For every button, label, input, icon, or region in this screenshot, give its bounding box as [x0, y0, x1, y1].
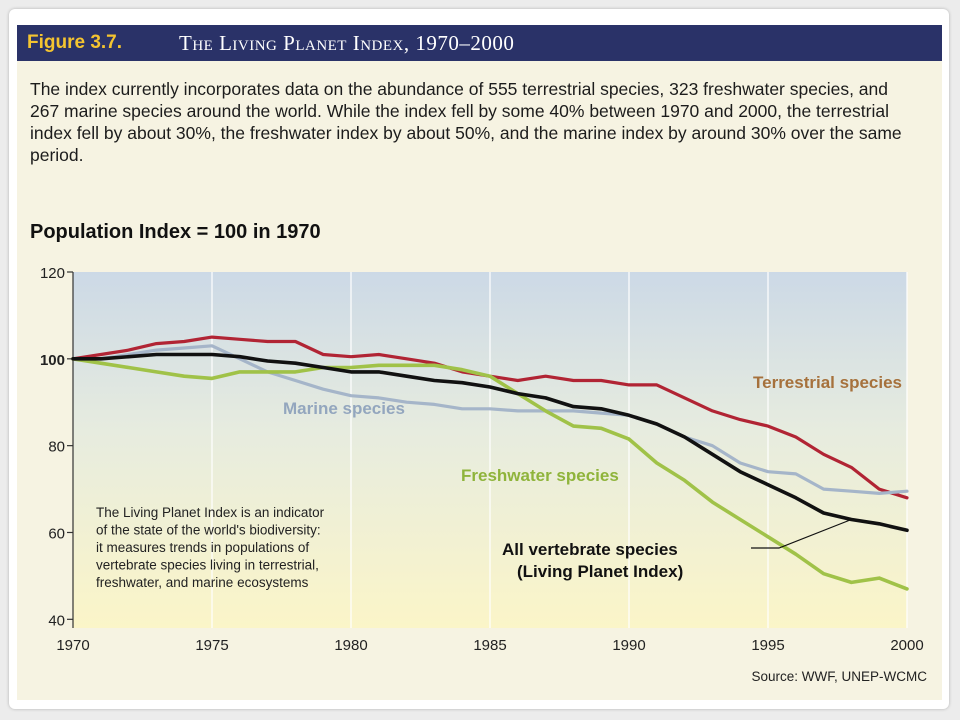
x-tick-label: 1995 — [751, 637, 784, 654]
x-tick-label: 1990 — [612, 637, 645, 654]
line-chart: 40 60 80 100 120 1970 1975 1980 1985 1990 1995 2000… — [40, 265, 924, 654]
x-tick-label: 1980 — [334, 637, 367, 654]
y-tick-label: 120 — [40, 265, 65, 282]
source-note: Source: WWF, UNEP-WCMC — [751, 669, 928, 684]
inset-note-line: of the state of the world's biodiversity… — [96, 523, 321, 538]
figure-title-bar: Figure 3.7. The Living Planet Index, 197… — [17, 25, 942, 61]
lpi-leader-line — [751, 518, 852, 549]
y-tick-label: 40 — [48, 612, 65, 629]
figure-panel: Figure 3.7. The Living Planet Index, 197… — [17, 25, 942, 700]
y-tick-label: 80 — [48, 439, 65, 456]
terrestrial-label: Terrestrial species — [753, 373, 902, 392]
x-tick-label: 1970 — [56, 637, 89, 654]
y-tick-label: 60 — [48, 525, 65, 542]
series-line-2 — [71, 356, 909, 591]
inset-note-line: The Living Planet Index is an indicator — [96, 505, 325, 520]
figure-title: The Living Planet Index, 1970–2000 — [179, 31, 515, 55]
inset-note-line: freshwater, and marine ecosystems — [96, 575, 309, 590]
lpi-label-line1: All vertebrate species — [502, 540, 678, 559]
chart-title: Population Index = 100 in 1970 — [30, 221, 321, 243]
inset-note-line: it measures trends in populations of — [96, 540, 309, 555]
x-tick-label: 2000 — [890, 637, 923, 654]
series-line-3 — [71, 352, 909, 533]
series-line-1 — [71, 344, 909, 495]
y-tick-label: 100 — [40, 352, 65, 369]
lpi-label-line2: (Living Planet Index) — [517, 562, 683, 581]
x-tick-label: 1975 — [195, 637, 228, 654]
inset-note-line: vertebrate species living in terrestrial… — [96, 558, 319, 573]
freshwater-label: Freshwater species — [461, 466, 619, 485]
figure-number: Figure 3.7. — [27, 32, 123, 53]
figure-description: The index currently incorporates data on… — [30, 79, 902, 165]
marine-label: Marine species — [283, 399, 405, 418]
x-tick-label: 1985 — [473, 637, 506, 654]
